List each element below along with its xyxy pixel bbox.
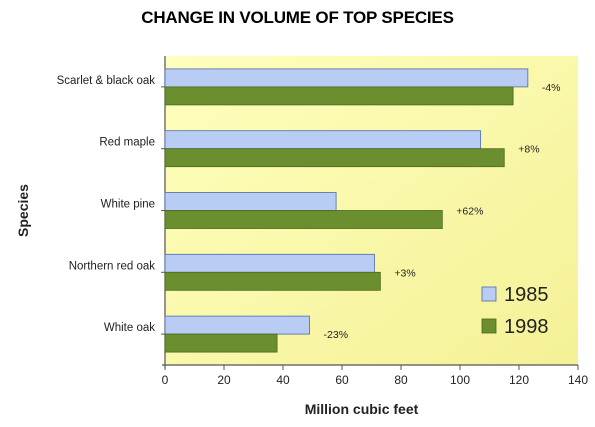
bar-1998-0 (164, 86, 514, 106)
category-label-3: Northern red oak (69, 260, 156, 272)
x-axis-title: Million cubic feet (305, 401, 419, 417)
change-label-2: +62% (456, 206, 483, 218)
category-label-2: White pine (101, 199, 155, 211)
x-tick-label-100: 100 (450, 373, 470, 387)
legend-swatch-1998 (481, 318, 497, 334)
category-label-4: White oak (104, 322, 155, 334)
bar-1998-3 (164, 271, 381, 291)
bar-1985-3 (164, 253, 375, 273)
x-tick-label-20: 20 (217, 373, 231, 387)
bar-1998-1 (164, 148, 505, 168)
bar-1985-0 (164, 68, 529, 88)
x-tick-label-0: 0 (162, 373, 169, 387)
bar-1998-4 (164, 333, 278, 353)
legend-label-1998: 1998 (504, 316, 549, 338)
x-tick-label-40: 40 (276, 373, 290, 387)
bar-1985-2 (164, 192, 337, 211)
x-tick-label-140: 140 (568, 373, 588, 387)
chart-title: CHANGE IN VOLUME OF TOP SPECIES (141, 8, 454, 27)
category-label-1: Red maple (99, 137, 155, 149)
x-tick-label-60: 60 (335, 373, 349, 387)
y-axis-title: Species (15, 184, 31, 237)
category-label-0: Scarlet & black oak (57, 75, 156, 87)
change-label-1: +8% (518, 144, 539, 156)
bar-1985-1 (164, 130, 482, 150)
legend-swatch-1985 (481, 286, 497, 302)
bar-1998-2 (164, 210, 443, 229)
chart-marks: 0 20 40 60 80 100 120 140 Scarlet & black oak -4%… (57, 56, 588, 387)
bar-1985-4 (164, 315, 310, 335)
change-label-0: -4% (542, 82, 561, 94)
legend-label-1985: 1985 (504, 284, 549, 306)
x-tick-label-80: 80 (394, 373, 408, 387)
change-label-4: -23% (324, 329, 349, 341)
x-tick-label-120: 120 (509, 373, 529, 387)
change-label-3: +3% (394, 267, 415, 279)
